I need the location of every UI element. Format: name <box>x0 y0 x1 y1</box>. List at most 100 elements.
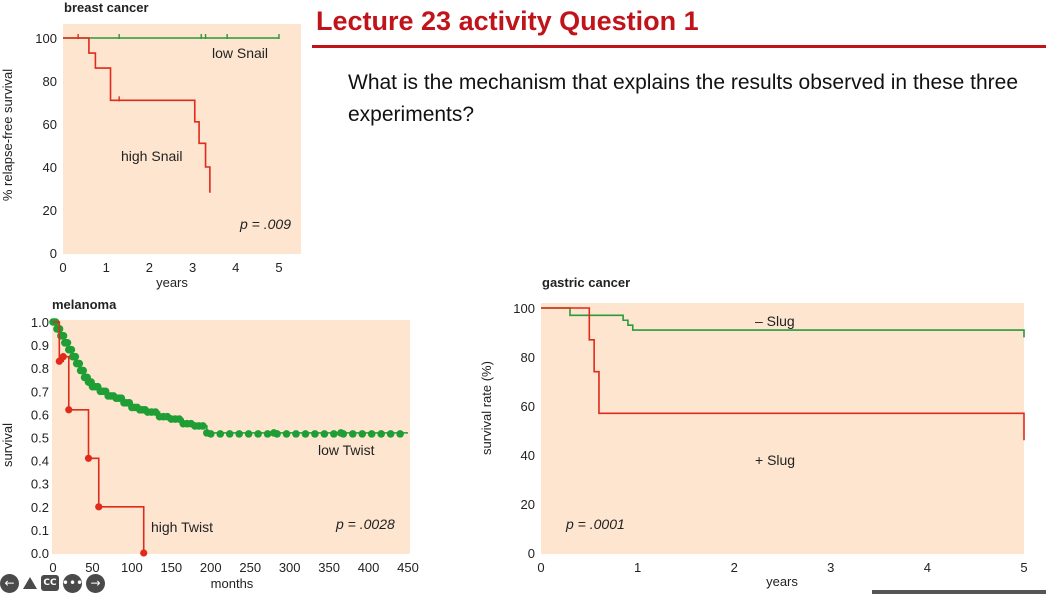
x-tick-label: 150 <box>160 560 182 575</box>
back-arrow-icon[interactable]: ← <box>0 573 19 593</box>
censor-dot <box>282 430 291 438</box>
chart-2: melanoma 0 50 100 150 200 250 300 350 400 450 0.0 0.… <box>0 297 419 591</box>
y-tick-label: 20 <box>521 497 535 512</box>
event-dot <box>84 454 93 462</box>
event-dot <box>199 422 207 430</box>
event-dot <box>63 338 72 347</box>
series-line <box>541 307 1025 441</box>
series-label: low Snail <box>212 45 268 61</box>
x-tick-label: 1 <box>103 260 110 275</box>
y-tick-label: 60 <box>43 117 57 132</box>
chart-title: breast cancer <box>64 0 149 15</box>
chart-title: melanoma <box>52 297 117 312</box>
more-options-icon[interactable]: ••• <box>62 573 83 593</box>
y-axis-label: % relapse-free survival <box>0 69 15 201</box>
y-axis-label: survival rate (%) <box>479 361 494 455</box>
series-label: high Twist <box>151 519 213 535</box>
y-tick-label: 60 <box>521 399 535 414</box>
censor-dot <box>292 430 300 438</box>
x-axis-label: years <box>156 275 188 290</box>
y-tick-label: 100 <box>35 31 57 46</box>
y-tick-label: 100 <box>513 301 535 316</box>
y-tick-label: 80 <box>43 74 57 89</box>
x-tick-label: 0 <box>59 260 66 275</box>
annotate-icon[interactable] <box>23 577 37 589</box>
slide-title: Lecture 23 activity Question 1 <box>316 6 699 36</box>
censor-dot <box>377 430 385 438</box>
x-tick-label: 5 <box>275 260 282 275</box>
x-tick-label: 3 <box>827 560 834 575</box>
y-tick-label: 0.8 <box>31 361 49 376</box>
event-dot <box>75 359 84 368</box>
bottom-edge-bar <box>872 590 1046 594</box>
censor-dot <box>367 430 376 438</box>
series-label: low Twist <box>318 442 375 458</box>
y-tick-label: 0.1 <box>31 523 49 538</box>
presentation-toolbar: ← CC ••• → <box>0 572 105 594</box>
censor-dot <box>386 430 395 438</box>
p-value-annotation: p = .009 <box>239 216 291 232</box>
x-tick-label: 450 <box>397 560 419 575</box>
event-dot <box>67 345 76 354</box>
x-tick-label: 3 <box>189 260 196 275</box>
plot-area <box>541 303 1024 554</box>
series-line <box>63 37 211 193</box>
censor-dot <box>348 430 357 438</box>
event-dot <box>95 503 103 511</box>
x-tick-label: 200 <box>200 560 222 575</box>
plot-area <box>63 24 301 254</box>
chart-3: gastric cancer 0 1 2 3 4 5 0 20 40 60 80 100 years sur… <box>479 275 1028 589</box>
censor-dot <box>254 430 262 438</box>
x-tick-label: 400 <box>358 560 380 575</box>
y-axis-label: survival <box>0 423 15 467</box>
censor-dot <box>320 430 329 438</box>
censor-dot <box>206 430 215 438</box>
forward-arrow-icon[interactable]: → <box>86 573 105 593</box>
y-tick-label: 1.0 <box>31 315 49 330</box>
censor-dot <box>216 430 225 438</box>
x-axis-label: months <box>211 576 254 591</box>
censor-dot <box>273 430 281 438</box>
censor-dot <box>339 430 348 438</box>
x-tick-label: 0 <box>537 560 544 575</box>
event-dot <box>79 366 88 375</box>
y-tick-label: 0.0 <box>31 546 49 561</box>
x-tick-label: 300 <box>279 560 301 575</box>
x-tick-label: 4 <box>924 560 931 575</box>
y-tick-label: 0.4 <box>31 454 49 469</box>
closed-captions-icon[interactable]: CC <box>41 575 59 591</box>
x-tick-label: 4 <box>232 260 239 275</box>
censor-dot <box>244 430 253 438</box>
censor-dot <box>396 430 404 438</box>
y-tick-label: 0 <box>528 546 535 561</box>
event-dot <box>140 549 148 557</box>
series-label: high Snail <box>121 148 183 164</box>
chart-title: gastric cancer <box>542 275 630 290</box>
event-dot <box>59 353 67 361</box>
censor-dot <box>330 430 338 438</box>
x-axis-label: years <box>766 574 798 589</box>
title-underline <box>312 45 1046 48</box>
censor-dot <box>311 430 319 438</box>
series-label: + Slug <box>755 452 795 468</box>
x-tick-label: 2 <box>146 260 153 275</box>
y-tick-label: 0 <box>50 246 57 261</box>
x-tick-label: 100 <box>121 560 143 575</box>
event-dot <box>71 352 80 361</box>
chart-1: breast cancer 0 1 2 3 4 5 0 20 40 60 80 100 years % re… <box>0 0 301 290</box>
y-tick-label: 0.5 <box>31 431 49 446</box>
censor-dot <box>358 430 367 438</box>
censor-dot <box>263 430 272 438</box>
x-tick-label: 50 <box>85 560 99 575</box>
series-label: – Slug <box>755 313 795 329</box>
y-tick-label: 0.3 <box>31 477 49 492</box>
y-tick-label: 0.9 <box>31 338 49 353</box>
censor-dot <box>301 430 310 438</box>
event-dot <box>65 406 73 414</box>
question-text: What is the mechanism that explains the … <box>348 71 1019 126</box>
y-tick-label: 40 <box>43 160 57 175</box>
x-tick-label: 0 <box>49 560 56 575</box>
y-tick-label: 0.7 <box>31 384 49 399</box>
x-tick-label: 250 <box>239 560 261 575</box>
